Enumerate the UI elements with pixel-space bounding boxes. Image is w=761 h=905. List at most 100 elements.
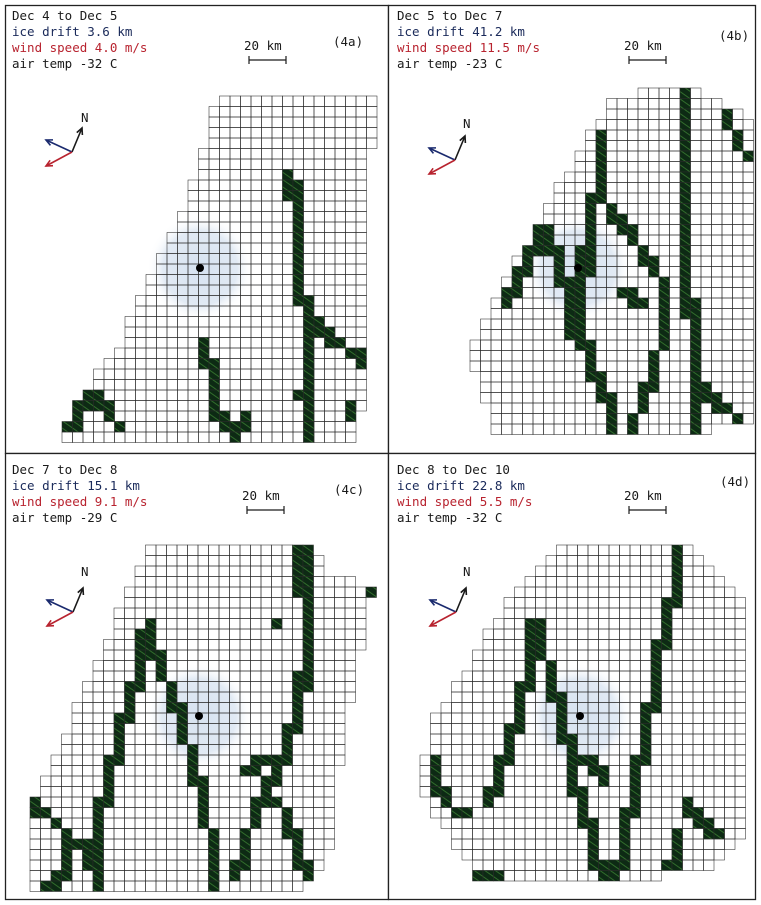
grid-cell: [345, 305, 357, 317]
grid-cell: [619, 639, 631, 651]
grid-cell: [281, 586, 293, 598]
grid-cell: [313, 337, 325, 349]
grid-cell: [103, 670, 115, 682]
grid-cell: [61, 796, 73, 808]
grid-cell: [564, 255, 576, 267]
grid-cell: [93, 368, 105, 380]
grid-cell: [711, 413, 723, 425]
grid-cell: [514, 649, 526, 661]
grid-cell: [661, 765, 673, 777]
grid-cell: [608, 576, 620, 588]
grid-cell: [355, 232, 367, 244]
grid-cell: [71, 744, 83, 756]
grid-cell: [640, 544, 652, 556]
grid-cell: [461, 796, 473, 808]
grid-cell: [587, 796, 599, 808]
grid-cell: [650, 544, 662, 556]
lead-cell: [302, 859, 314, 871]
grid-cell: [556, 681, 568, 693]
grid-cell: [629, 660, 641, 672]
grid-cell: [155, 733, 167, 745]
grid-cell: [669, 360, 681, 372]
grid-cell: [271, 786, 283, 798]
grid-cell: [724, 744, 736, 756]
grid-cell: [564, 266, 576, 278]
grid-cell: [742, 360, 754, 372]
grid-cell: [724, 754, 736, 766]
lead-cell: [302, 576, 314, 588]
grid-cell: [574, 203, 586, 215]
grid-cell: [461, 765, 473, 777]
grid-cell: [608, 691, 620, 703]
grid-cell: [50, 828, 62, 840]
lead-cell: [208, 880, 220, 892]
grid-cell: [566, 796, 578, 808]
grid-cell: [271, 400, 283, 412]
grid-cell: [313, 639, 325, 651]
grid-cell: [587, 681, 599, 693]
grid-cell: [323, 628, 335, 640]
lead-cell: [208, 358, 220, 370]
grid-cell: [229, 744, 241, 756]
lead-cell: [564, 297, 576, 309]
grid-cell: [532, 276, 544, 288]
lead-cell: [514, 691, 526, 703]
grid-cell: [71, 754, 83, 766]
lead-cell: [574, 297, 586, 309]
grid-cell: [493, 828, 505, 840]
grid-cell: [345, 158, 357, 170]
grid-cell: [250, 232, 262, 244]
grid-cell: [334, 232, 346, 244]
grid-cell: [451, 775, 463, 787]
grid-cell: [608, 744, 620, 756]
lead-cell: [574, 308, 586, 320]
lead-cell: [671, 828, 683, 840]
lead-cell: [292, 190, 304, 202]
grid-cell: [345, 106, 357, 118]
grid-cell: [703, 639, 715, 651]
grid-cell: [187, 828, 199, 840]
grid-cell: [113, 670, 125, 682]
grid-cell: [250, 838, 262, 850]
lead-cell: [250, 754, 262, 766]
grid-cell: [598, 712, 610, 724]
grid-cell: [197, 880, 209, 892]
grid-cell: [616, 339, 628, 351]
grid-cell: [176, 607, 188, 619]
grid-cell: [692, 681, 704, 693]
grid-cell: [669, 161, 681, 173]
lead-cell: [595, 140, 607, 152]
grid-cell: [145, 284, 157, 296]
grid-cell: [545, 649, 557, 661]
lead-cell: [637, 245, 649, 257]
grid-cell: [208, 639, 220, 651]
grid-cell: [650, 870, 662, 882]
grid-cell: [564, 171, 576, 183]
lead-cell: [629, 765, 641, 777]
grid-cell: [313, 158, 325, 170]
grid-cell: [302, 723, 314, 735]
grid-cell: [606, 98, 618, 110]
grid-cell: [608, 586, 620, 598]
grid-cell: [553, 287, 565, 299]
lead-cell: [292, 702, 304, 714]
grid-cell: [281, 597, 293, 609]
grid-cell: [313, 148, 325, 160]
grid-cell: [145, 347, 157, 359]
grid-cell: [640, 618, 652, 630]
lead-cell: [208, 400, 220, 412]
lead-cell: [627, 297, 639, 309]
grid-cell: [627, 140, 639, 152]
grid-cell: [176, 618, 188, 630]
grid-cell: [616, 266, 628, 278]
grid-cell: [598, 723, 610, 735]
grid-cell: [585, 171, 597, 183]
grid-cell: [229, 169, 241, 181]
grid-cell: [261, 284, 273, 296]
grid-cell: [355, 607, 367, 619]
grid-cell: [29, 817, 41, 829]
lead-cell: [281, 744, 293, 756]
grid-cell: [742, 392, 754, 404]
grid-cell: [334, 242, 346, 254]
grid-cell: [229, 190, 241, 202]
